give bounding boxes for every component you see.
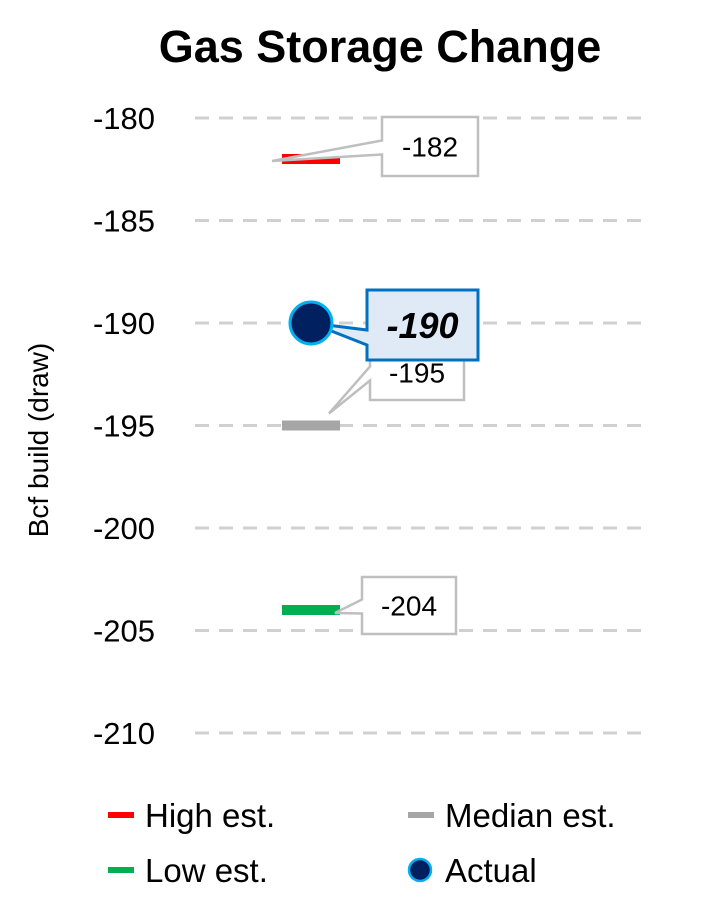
- y-tick-label: -190: [93, 306, 155, 341]
- y-tick-label: -180: [93, 101, 155, 136]
- legend-item: Low est.: [108, 852, 268, 889]
- y-tick-label: -205: [93, 614, 155, 649]
- data-label-callout: -204: [334, 575, 458, 636]
- legend-swatch: [408, 812, 434, 818]
- legend-item: Actual: [407, 852, 537, 889]
- legend-label: Actual: [445, 852, 537, 889]
- y-tick-label: -210: [93, 716, 155, 751]
- y-tick-label: -195: [93, 409, 155, 444]
- marker-median-est: [282, 420, 340, 431]
- y-axis-label: Bcf build (draw): [23, 343, 54, 538]
- legend-swatch: [108, 812, 134, 818]
- legend-label: High est.: [145, 797, 275, 834]
- data-label: -204: [381, 591, 437, 622]
- data-label-actual: -190: [386, 305, 458, 346]
- data-label: -182: [402, 132, 458, 163]
- marker-low-est: [282, 605, 340, 615]
- legend-label: Low est.: [145, 852, 268, 889]
- data-label-callout-actual: -190: [310, 288, 480, 362]
- y-tick-label: -185: [93, 204, 155, 239]
- data-label-callout: -182: [271, 115, 480, 178]
- legend-item: Median est.: [408, 797, 616, 834]
- chart-title: Gas Storage Change: [159, 21, 602, 72]
- legend-label: Median est.: [445, 797, 616, 834]
- legend-swatch: [407, 857, 433, 883]
- y-tick-label: -200: [93, 511, 155, 546]
- legend-swatch: [108, 867, 134, 873]
- legend-item: High est.: [108, 797, 275, 834]
- marker-actual: [288, 300, 334, 346]
- data-label: -195: [389, 358, 445, 389]
